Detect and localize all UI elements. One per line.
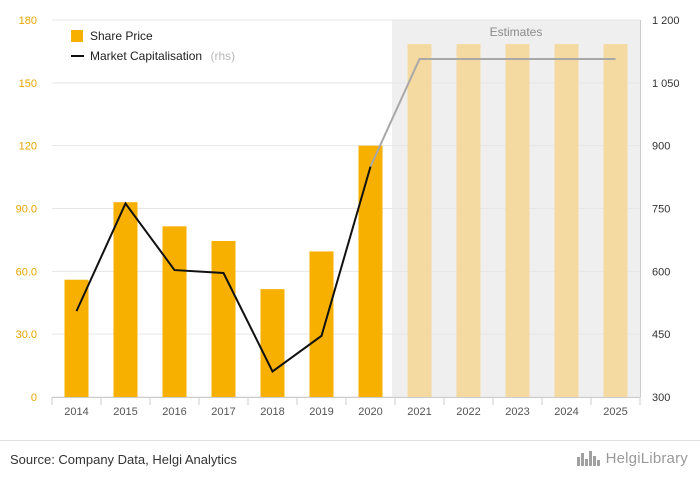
x-tick-label: 2019 xyxy=(309,406,333,418)
share-price-bar-2016 xyxy=(162,226,187,397)
legend-swatch-share-price xyxy=(71,30,83,42)
y-left-tick-label: 180 xyxy=(19,15,37,27)
share-price-bar-2023 xyxy=(505,44,530,397)
chart: Estimates 0 300 30.0 450 60.0 600 90.0 750 120 90… xyxy=(16,15,680,418)
y-right-tick-label: 750 xyxy=(652,204,670,216)
footer: Source: Company Data, Helgi Analytics He… xyxy=(0,440,700,484)
y-right-tick-label: 1 200 xyxy=(652,15,680,27)
share-price-bar-2024 xyxy=(554,44,579,397)
x-tick-label: 2018 xyxy=(260,406,284,418)
x-tick-label: 2024 xyxy=(554,406,578,418)
share-price-bar-2019 xyxy=(309,251,334,397)
y-right-tick-label: 600 xyxy=(652,266,670,278)
share-price-bar-2014 xyxy=(64,279,89,397)
legend-market-cap-rhs: (rhs) xyxy=(211,49,236,63)
x-tick-label: 2015 xyxy=(113,406,137,418)
market-cap-line-estimate xyxy=(369,57,616,168)
y-right-tick-label: 900 xyxy=(652,141,670,153)
legend: Share Price Market Capitalisation (rhs) xyxy=(71,29,235,64)
x-tick-label: 2020 xyxy=(358,406,382,418)
y-right-tick-label: 1 050 xyxy=(652,78,680,90)
market-cap-line xyxy=(75,166,372,373)
y-left-tick-label: 0 xyxy=(31,392,37,404)
y-left-tick-label: 30.0 xyxy=(16,329,37,341)
source-note: Source: Company Data, Helgi Analytics xyxy=(10,452,237,467)
y-left-tick-label: 120 xyxy=(19,141,37,153)
x-tick-label: 2016 xyxy=(162,406,186,418)
x-tick-label: 2014 xyxy=(64,406,88,418)
share-price-bar-2021 xyxy=(407,44,432,397)
x-tick-label: 2022 xyxy=(456,406,480,418)
x-tick-label: 2025 xyxy=(603,406,627,418)
y-right-tick-label: 300 xyxy=(652,392,670,404)
brand-logo[interactable]: HelgiLibrary xyxy=(576,449,688,467)
legend-market-cap-name: Market Capitalisation xyxy=(90,49,202,63)
x-tick-label: 2023 xyxy=(505,406,529,418)
estimates-label: Estimates xyxy=(490,25,543,39)
share-price-bar-2018 xyxy=(260,289,285,397)
legend-label-market-cap: Market Capitalisation (rhs) xyxy=(90,47,235,64)
share-price-bar-2022 xyxy=(456,44,481,397)
share-price-bar-2017 xyxy=(211,240,236,397)
x-tick-label: 2017 xyxy=(211,406,235,418)
legend-label-share-price: Share Price xyxy=(90,29,153,43)
brand-name: HelgiLibrary xyxy=(605,449,688,467)
y-left-tick-label: 90.0 xyxy=(16,204,37,216)
y-left-tick-label: 150 xyxy=(19,78,37,90)
city-skyline-icon xyxy=(576,451,600,466)
y-right-tick-label: 450 xyxy=(652,329,670,341)
x-tick-label: 2021 xyxy=(407,406,431,418)
share-price-bar-2015 xyxy=(113,202,138,397)
y-left-tick-label: 60.0 xyxy=(16,266,37,278)
share-price-bar-2025 xyxy=(603,44,628,397)
share-price-bar-2020 xyxy=(358,145,383,397)
